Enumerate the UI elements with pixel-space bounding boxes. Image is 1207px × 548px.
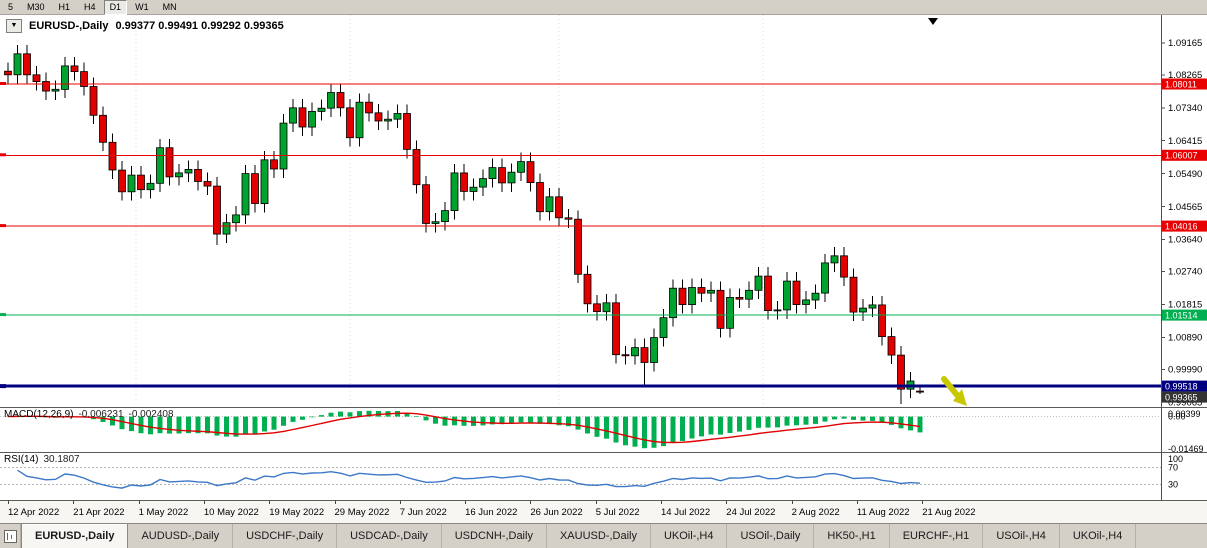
date-label: 10 May 2022 — [203, 507, 259, 518]
symbol-tab-usoil-daily[interactable]: USOil-,Daily — [727, 524, 815, 548]
date-tick — [856, 501, 858, 504]
date-label: 21 Aug 2022 — [922, 507, 976, 518]
date-label: 24 Jul 2022 — [726, 507, 776, 518]
chart-title: ▼ EURUSD-,Daily 0.99377 0.99491 0.99292 … — [6, 19, 284, 33]
date-tick — [334, 501, 336, 504]
timeframe-button-5[interactable]: 5 — [8, 1, 14, 12]
macd-indicator-panel[interactable]: 0.00399 0.00 -0.01469 MACD(12,26,9) -0.006… — [0, 407, 1207, 452]
symbol-tabbar: EURUSD-,Daily AUDUSD-,Daily USDCHF-,Daily U… — [0, 523, 1207, 548]
symbol-tab-eurusd-daily[interactable]: EURUSD-,Daily — [21, 524, 129, 548]
symbol-tab-hk50-h1[interactable]: HK50-,H1 — [814, 524, 890, 548]
symbol-tab-audusd-daily[interactable]: AUDUSD-,Daily — [128, 524, 234, 548]
svg-text:1.00890: 1.00890 — [1168, 333, 1202, 344]
svg-text:0.99365: 0.99365 — [1165, 393, 1198, 403]
date-tick — [465, 501, 467, 504]
date-tick — [269, 501, 271, 504]
date-label: 21 Apr 2022 — [73, 507, 125, 518]
svg-text:1.08011: 1.08011 — [1165, 79, 1197, 89]
svg-text:0.00399: 0.00399 — [1168, 409, 1201, 419]
rsi-label: RSI(14) 30.1807 — [4, 454, 80, 465]
chart-ohlc-quote: 0.99377 0.99491 0.99292 0.99365 — [115, 20, 284, 32]
date-tick — [138, 501, 140, 504]
svg-text:0.99990: 0.99990 — [1168, 365, 1202, 376]
date-label: 14 Jul 2022 — [661, 507, 711, 518]
date-tick — [595, 501, 597, 504]
date-tick — [726, 501, 728, 504]
svg-text:1.06007: 1.06007 — [1165, 151, 1198, 161]
symbol-tab-eurchf-h1[interactable]: EURCHF-,H1 — [890, 524, 984, 548]
svg-text:1.03640: 1.03640 — [1168, 235, 1202, 246]
svg-text:1.08265: 1.08265 — [1168, 70, 1202, 81]
symbol-tab-usdcad-daily[interactable]: USDCAD-,Daily — [337, 524, 442, 548]
macd-name: MACD(12,26,9) — [4, 409, 74, 420]
timeframe-button-mn[interactable]: MN — [162, 1, 177, 12]
svg-text:30: 30 — [1168, 479, 1178, 489]
date-label: 5 Jul 2022 — [595, 507, 640, 518]
tabbar-corner — [0, 524, 21, 548]
svg-text:1.04565: 1.04565 — [1168, 202, 1202, 213]
date-axis[interactable]: 12 Apr 2022 21 Apr 2022 1 May 2022 10 May 2… — [0, 500, 1207, 523]
date-tick — [922, 501, 924, 504]
timeframe-button-w1[interactable]: W1 — [135, 1, 149, 12]
svg-text:100: 100 — [1168, 454, 1183, 464]
svg-text:1.07340: 1.07340 — [1168, 103, 1202, 114]
date-label: 19 May 2022 — [269, 507, 325, 518]
symbol-tab-ukoil-h4[interactable]: UKOil-,H4 — [1060, 524, 1137, 548]
date-tick — [399, 501, 401, 504]
date-tick — [8, 501, 9, 504]
symbol-tab-ukoil-h4[interactable]: UKOil-,H4 — [651, 524, 728, 548]
date-label: 29 May 2022 — [334, 507, 390, 518]
rsi-name: RSI(14) — [4, 454, 39, 465]
svg-text:-0.01469: -0.01469 — [1168, 444, 1204, 452]
timeframe-button-d1[interactable]: D1 — [103, 0, 128, 15]
svg-text:1.01514: 1.01514 — [1165, 311, 1198, 321]
svg-text:0.99518: 0.99518 — [1165, 382, 1198, 392]
svg-text:1.04016: 1.04016 — [1165, 222, 1198, 232]
date-tick — [661, 501, 662, 504]
timeframe-button-h4[interactable]: H4 — [84, 1, 96, 12]
date-label: 26 Jun 2022 — [530, 507, 583, 518]
macd-signal-value: -0.002408 — [128, 409, 174, 420]
svg-text:1.02740: 1.02740 — [1168, 267, 1202, 278]
timeframe-button-m30[interactable]: M30 — [27, 1, 45, 12]
timeframe-toolbar: 5 M30 H1 H4 D1 W1 MN — [0, 0, 1207, 15]
chart-dropdown-icon[interactable]: ▼ — [6, 19, 22, 33]
price-chart-canvas[interactable]: 1.09165 1.08265 1.07340 1.06415 1.05490 1.045… — [0, 15, 1207, 407]
macd-label: MACD(12,26,9) -0.006231 -0.002408 — [4, 409, 174, 420]
svg-text:1.09165: 1.09165 — [1168, 38, 1202, 49]
timeframe-button-h1[interactable]: H1 — [58, 1, 71, 12]
svg-text:1.01815: 1.01815 — [1168, 300, 1202, 311]
date-label: 12 Apr 2022 — [8, 507, 60, 518]
symbol-tab-usdchf-daily[interactable]: USDCHF-,Daily — [233, 524, 338, 548]
symbol-tab-xauusd-daily[interactable]: XAUUSD-,Daily — [547, 524, 651, 548]
date-label: 7 Jun 2022 — [399, 507, 447, 518]
rsi-value: 30.1807 — [43, 454, 80, 465]
svg-text:1.05490: 1.05490 — [1168, 169, 1202, 180]
svg-text:70: 70 — [1168, 463, 1178, 473]
macd-main-value: -0.006231 — [78, 409, 124, 420]
date-label: 11 Aug 2022 — [856, 507, 910, 518]
date-label: 1 May 2022 — [138, 507, 189, 518]
date-tick — [73, 501, 75, 504]
svg-text:0.00: 0.00 — [1168, 412, 1186, 422]
date-tick — [530, 501, 532, 504]
symbol-tab-usoil-h4[interactable]: USOil-,H4 — [983, 524, 1060, 548]
rsi-indicator-panel[interactable]: 100 70 30 RSI(14) 30.1807 — [0, 452, 1207, 500]
date-tick — [203, 501, 205, 504]
date-tick — [791, 501, 793, 504]
symbol-tab-usdcnh-daily[interactable]: USDCNH-,Daily — [442, 524, 547, 548]
svg-text:1.06415: 1.06415 — [1168, 136, 1202, 147]
chart-symbol-label: EURUSD-,Daily — [29, 20, 109, 32]
chart-list-icon — [3, 529, 17, 543]
price-chart-panel[interactable]: 1.09165 1.08265 1.07340 1.06415 1.05490 1.045… — [0, 15, 1207, 407]
date-label: 2 Aug 2022 — [791, 507, 840, 518]
date-label: 16 Jun 2022 — [465, 507, 518, 518]
